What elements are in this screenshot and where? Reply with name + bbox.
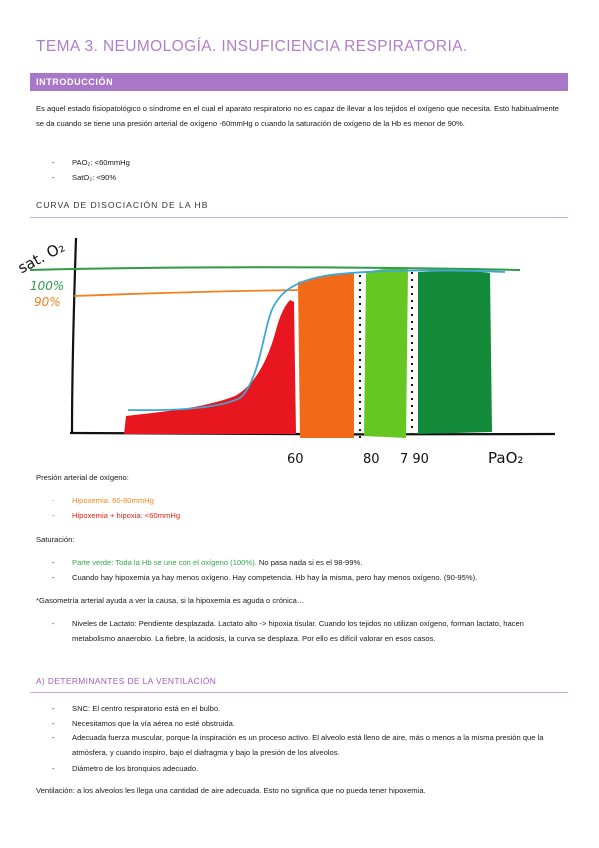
label-90: 90% bbox=[34, 295, 61, 309]
gasometria-note: *Gasometría arterial ayuda a ver la caus… bbox=[36, 596, 305, 605]
bullet-dash: - bbox=[52, 158, 55, 167]
red-band bbox=[124, 300, 296, 434]
intro-heading: INTRODUCCIÓN bbox=[30, 73, 568, 91]
darkgreen-band bbox=[418, 271, 492, 434]
bullet-dash: - bbox=[52, 173, 55, 182]
y-axis-label: sat. O₂ bbox=[15, 238, 68, 277]
lightgreen-band bbox=[364, 267, 408, 438]
orange-band bbox=[298, 272, 354, 438]
page-title: TEMA 3. NEUMOLOGÍA. INSUFICIENCIA RESPIR… bbox=[36, 38, 468, 55]
curve-heading: CURVA DE DISOCIACIÓN DE LA HB bbox=[36, 200, 209, 210]
label-100: 100% bbox=[30, 279, 64, 293]
intro-paragraph: Es aquel estado fisiopatológico o síndro… bbox=[36, 104, 560, 128]
blue-curve bbox=[127, 269, 506, 412]
ventilacion-heading: A) DETERMINANTES DE LA VENTILACIÓN bbox=[36, 676, 217, 686]
section-divider bbox=[30, 692, 568, 693]
green-100-line bbox=[29, 266, 521, 271]
orange-90-line bbox=[73, 289, 301, 297]
gasometria-item: - Niveles de Lactato: Pendiente desplaza… bbox=[52, 619, 524, 643]
y-axis bbox=[70, 237, 78, 435]
tick-60: 60 bbox=[287, 452, 304, 467]
saturacion-label: Saturación: bbox=[36, 535, 75, 544]
pao2-label: Presión arterial de oxígeno: bbox=[36, 473, 129, 482]
ventilacion-item-3: - Adecuada fuerza muscular, porque la in… bbox=[52, 733, 544, 757]
ventilacion-footer: Ventilación: a los alveolos les llega un… bbox=[36, 786, 426, 795]
dotted-lines bbox=[359, 272, 413, 440]
section-divider bbox=[30, 217, 568, 218]
tick-80: 80 bbox=[363, 452, 380, 467]
dissociation-curve-drawing: sat. O₂ 100% 90% 60 80 7 90 PaO₂ bbox=[15, 237, 556, 467]
tick-90: 7 90 bbox=[400, 452, 429, 467]
parte-verde-text: Parte verde: Toda la Hb se une con el ox… bbox=[72, 558, 257, 567]
x-axis-label: PaO₂ bbox=[488, 449, 523, 467]
